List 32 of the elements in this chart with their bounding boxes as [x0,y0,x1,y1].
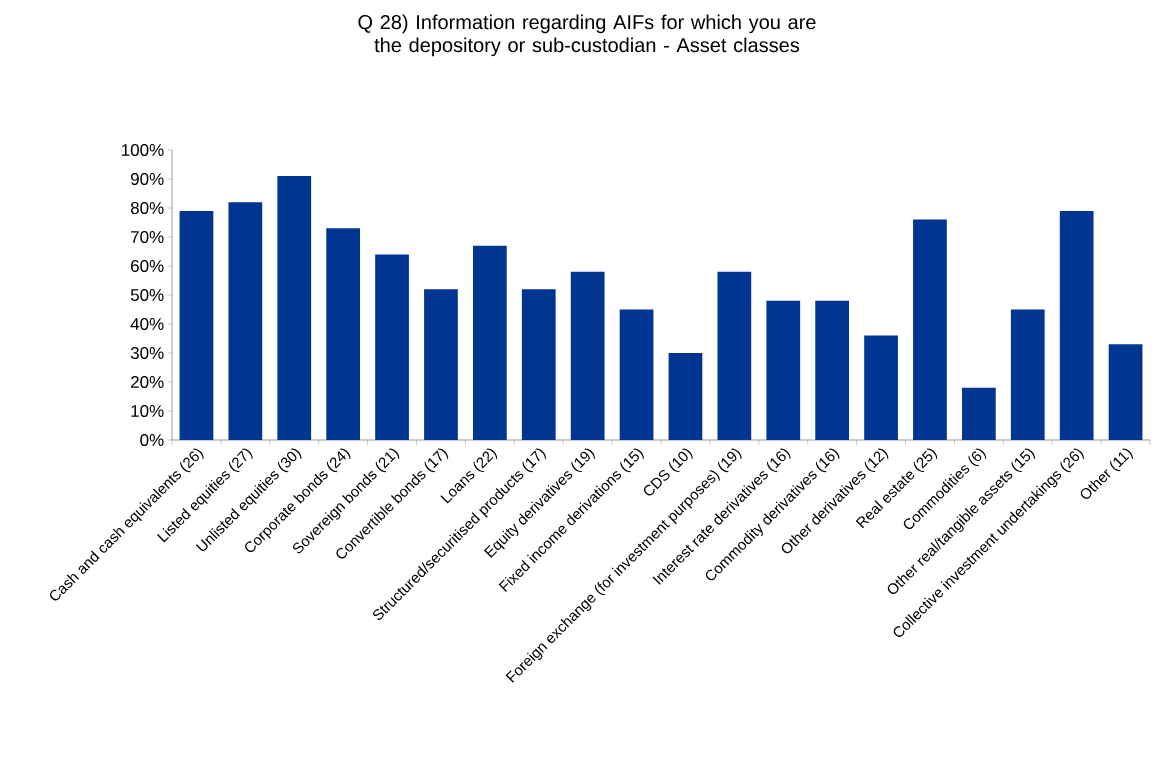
bar [326,228,361,440]
bar [815,300,850,440]
y-tick-label: 70% [131,230,164,244]
bar [619,309,654,440]
bar [472,245,507,440]
y-tick-label: 30% [130,346,164,360]
y-tick-label: 90% [130,172,164,186]
y-tick-label: 10% [131,404,164,418]
bar [424,289,458,440]
chart-title: Q 28) Information regarding AIFs for which you are the depository or sub-custodian - Asset classes [358,14,816,57]
bar [1010,309,1045,440]
y-tick-label: 40% [130,317,164,331]
bar [179,210,214,440]
bar [668,353,703,440]
bar [717,271,752,440]
bar [521,289,556,440]
y-tick-label: 50% [130,288,164,302]
bar [766,300,801,440]
bar [961,387,996,440]
y-tick-label: 80% [130,201,164,215]
bar [913,219,947,440]
bar [375,254,409,440]
y-tick-label: 60% [131,259,164,273]
y-tick-label: 100% [122,143,164,157]
bar [570,271,605,440]
bar [864,335,898,440]
bar [228,202,263,440]
bar [1108,344,1143,440]
bar [277,176,312,440]
y-tick-label: 0% [140,433,164,447]
y-tick-label: 20% [131,375,164,389]
bar [1059,210,1094,440]
